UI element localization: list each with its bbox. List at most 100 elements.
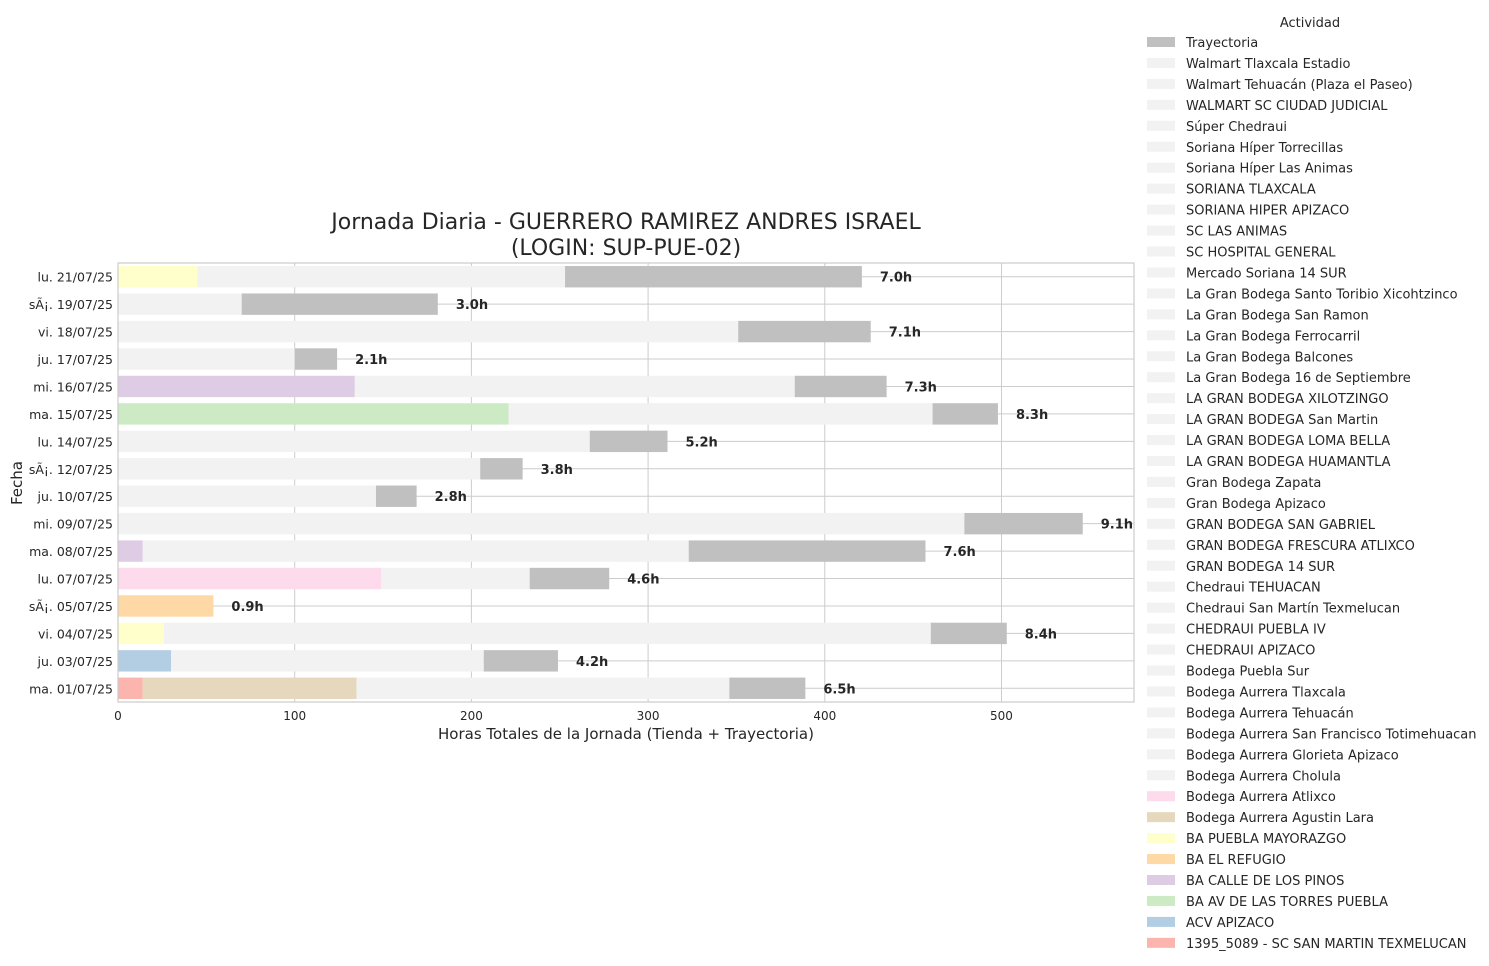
bar-segment — [381, 567, 530, 590]
legend-entry-label: BA EL REFUGIO — [1186, 853, 1286, 868]
legend-swatch — [1147, 37, 1175, 47]
legend-swatch — [1147, 791, 1175, 802]
legend-swatch — [1147, 937, 1175, 948]
legend-entry-label: GRAN BODEGA 14 SUR — [1186, 560, 1335, 575]
y-tick-label: lu. 14/07/25 — [38, 434, 113, 449]
legend-entry-label: Bodega Aurrera Cholula — [1186, 769, 1341, 784]
y-tick-label: mi. 09/07/25 — [33, 517, 113, 532]
bar-total-label: 9.1h — [1101, 518, 1133, 533]
legend-entry-label: Bodega Aurrera Agustin Lara — [1186, 811, 1374, 826]
bar-total-label: 7.1h — [889, 326, 921, 341]
bar-total-labels: 7.0h 3.0h 7.1h 2.1h 7.3h 8.3h 5.2h 3.8h 2.8h 9.1h… — [231, 271, 1133, 698]
legend-swatch — [1147, 141, 1175, 152]
chart-title-line-2: (LOGIN: SUP-PUE-02) — [511, 236, 741, 261]
bar-segment — [688, 540, 926, 562]
legend-swatch — [1147, 456, 1175, 466]
x-tick-labels: 0 100 200 300 400 500 — [114, 709, 1013, 723]
legend-swatch — [1147, 372, 1175, 383]
bars — [118, 266, 1083, 699]
legend-swatch — [1147, 539, 1175, 550]
legend-swatch — [1147, 120, 1175, 131]
legend-entry-label: La Gran Bodega San Ramon — [1186, 308, 1369, 323]
legend-entry-label: SORIANA HIPER APIZACO — [1186, 204, 1349, 219]
legend-entry-label: Bodega Aurrera Tehuacán — [1186, 706, 1354, 721]
bar-total-label: 3.8h — [541, 463, 573, 478]
bar-segment — [118, 677, 143, 699]
y-tick-label: lu. 07/07/25 — [38, 572, 113, 587]
legend-entry-label: Súper Chedraui — [1186, 120, 1287, 135]
bar-segment — [118, 348, 295, 370]
legend-entry-label: La Gran Bodega Ferrocarril — [1186, 329, 1360, 344]
legend-entry-label: GRAN BODEGA SAN GABRIEL — [1186, 518, 1376, 533]
legend-entry-label: CHEDRAUI APIZACO — [1186, 644, 1315, 659]
bar-total-label: 6.5h — [823, 682, 855, 697]
bar-segment — [964, 512, 1083, 535]
legend-entry-label: SC LAS ANIMAS — [1186, 225, 1287, 240]
legend-entry-label: Walmart Tehuacán (Plaza el Paseo) — [1186, 78, 1413, 93]
legend-entry-label: ACV APIZACO — [1186, 916, 1274, 931]
bar-segment — [565, 266, 862, 288]
bar-segment — [930, 622, 1007, 645]
bar-total-label: 5.2h — [686, 435, 718, 450]
plot-frame — [117, 262, 1135, 703]
legend-entry-label: LA GRAN BODEGA LOMA BELLA — [1186, 434, 1390, 449]
y-tick-label: ma. 15/07/25 — [29, 407, 113, 422]
y-tick-label: ju. 03/07/25 — [37, 654, 113, 669]
x-tick-label: 400 — [813, 709, 836, 723]
y-tick-label: ma. 01/07/25 — [29, 681, 113, 696]
y-tick-label: mi. 16/07/25 — [33, 379, 113, 394]
legend-swatch — [1147, 770, 1175, 781]
chart-title-line-1: Jornada Diaria - GUERRERO RAMIREZ ANDRES… — [329, 210, 921, 235]
legend-swatch — [1147, 497, 1175, 508]
y-axis-label: Fecha — [8, 461, 26, 505]
bar-segment — [118, 485, 376, 507]
legend-swatch — [1147, 78, 1175, 89]
legend-entry-label: BA PUEBLA MAYORAZGO — [1186, 832, 1346, 847]
bar-segment — [480, 458, 523, 480]
legend-swatch — [1147, 707, 1175, 718]
y-tick-label: vi. 18/07/25 — [38, 325, 113, 340]
bar-segment — [118, 458, 481, 480]
legend-swatch — [1147, 288, 1175, 299]
y-tick-labels: lu. 21/07/25 sÃ¡. 19/07/25 vi. 18/07/25 ju.… — [29, 270, 113, 697]
bar-segment — [163, 622, 931, 645]
legend-swatch — [1147, 330, 1175, 341]
legend-entry-label: Bodega Aurrera Glorieta Apizaco — [1186, 748, 1399, 763]
bar-segment — [118, 512, 965, 535]
legend-swatch — [1147, 393, 1175, 404]
legend-swatch — [1147, 728, 1175, 739]
bar-segment — [354, 375, 795, 398]
legend-swatch — [1147, 246, 1175, 257]
legend-swatch — [1147, 267, 1175, 278]
legend-swatch — [1147, 435, 1175, 446]
legend-entry-label: Gran Bodega Apizaco — [1186, 497, 1326, 512]
legend-swatch — [1147, 854, 1175, 865]
y-tick-label: lu. 21/07/25 — [38, 270, 113, 285]
bar-segment — [142, 540, 689, 562]
legend-entry-label: CHEDRAUI PUEBLA IV — [1186, 623, 1326, 638]
legend-entry-label: Chedraui TEHUACAN — [1186, 581, 1321, 596]
legend-swatch — [1147, 916, 1175, 927]
legend-entry-label: SORIANA TLAXCALA — [1186, 183, 1316, 198]
legend-swatch — [1147, 602, 1175, 613]
x-tick-label: 0 — [114, 709, 122, 723]
legend-swatch — [1147, 476, 1175, 487]
legend-entry-label: La Gran Bodega 16 de Septiembre — [1186, 371, 1411, 386]
y-tick-label: ju. 10/07/25 — [37, 489, 113, 504]
legend-entry-label: Mercado Soriana 14 SUR — [1186, 266, 1347, 281]
bar-segment — [197, 266, 566, 288]
bar-segment — [738, 320, 871, 343]
bar-segment — [529, 567, 610, 590]
bar-segment — [118, 266, 198, 288]
bar-segment — [118, 595, 214, 617]
bar-segment — [142, 677, 357, 699]
bar-segment — [794, 375, 887, 398]
legend-swatch — [1147, 225, 1175, 236]
legend-swatch — [1147, 895, 1175, 906]
bar-segment — [118, 375, 355, 398]
legend-swatch — [1147, 560, 1175, 571]
y-tick-label: vi. 04/07/25 — [38, 626, 113, 641]
x-tick-label: 300 — [637, 709, 660, 723]
legend-entry-label: Bodega Aurrera Atlixco — [1186, 790, 1336, 805]
